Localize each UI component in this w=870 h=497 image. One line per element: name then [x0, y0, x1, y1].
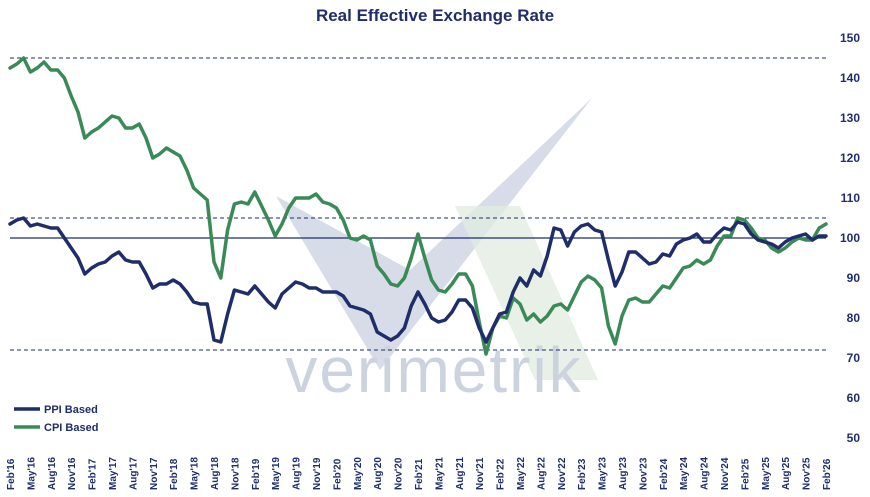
watermark-logo-shape: [276, 98, 592, 370]
x-tick-label: Nov'25: [802, 457, 813, 490]
x-tick-label: Nov'21: [475, 457, 486, 490]
x-tick-label: May'18: [190, 457, 201, 490]
watermark-text: verimetrik: [285, 334, 582, 406]
x-tick-label: Feb'17: [88, 458, 99, 490]
chart-title: Real Effective Exchange Rate: [315, 6, 555, 25]
x-tick-label: Feb'25: [740, 458, 751, 490]
x-tick-label: May'20: [353, 457, 364, 490]
x-tick-label: May'19: [271, 457, 282, 490]
x-tick-label: Feb'18: [169, 458, 180, 490]
x-tick-label: Aug'23: [618, 457, 629, 490]
x-tick-label: Aug'19: [292, 457, 303, 490]
x-tick-label: Aug'25: [781, 457, 792, 490]
x-tick-label: Feb'24: [659, 458, 670, 490]
x-tick-label: Feb'22: [496, 458, 507, 490]
y-tick-label: 80: [847, 311, 861, 325]
y-tick-label: 60: [847, 391, 861, 405]
x-tick-label: Feb'16: [6, 458, 17, 490]
series-line-ppi: [8, 216, 828, 344]
x-tick-label: May'24: [679, 457, 690, 490]
watermark: verimetrik: [276, 98, 598, 406]
x-tick-label: May'16: [26, 457, 37, 490]
legend-label: PPI Based: [44, 404, 98, 416]
x-tick-label: Nov'23: [638, 457, 649, 490]
x-tick-label: May'21: [434, 457, 445, 490]
x-tick-label: May'22: [516, 457, 527, 490]
x-tick-label: Aug'21: [455, 457, 466, 490]
x-tick-label: Feb'26: [822, 458, 833, 490]
legend: PPI Based CPI Based: [14, 404, 98, 434]
y-tick-label: 50: [847, 431, 861, 445]
y-tick-label: 110: [841, 191, 861, 205]
x-tick-label: Nov'16: [67, 457, 78, 490]
x-tick-label: Nov'17: [149, 457, 160, 490]
watermark-logo-bar: [455, 206, 598, 380]
x-tick-label: Feb'20: [332, 458, 343, 490]
x-tick-label: Aug'17: [128, 457, 139, 490]
x-tick-label: Aug'20: [373, 457, 384, 490]
x-tick-label: Nov'19: [312, 457, 323, 490]
x-tick-label: Nov'24: [720, 457, 731, 490]
y-tick-label: 150: [840, 31, 860, 45]
series-line-cpi: [8, 56, 828, 356]
y-tick-label: 100: [840, 231, 860, 245]
x-tick-label: May'17: [108, 457, 119, 490]
x-tick-label: Feb'21: [414, 458, 425, 490]
x-tick-label: Nov'18: [230, 457, 241, 490]
x-tick-label: May'25: [761, 457, 772, 490]
x-tick-label: Nov'20: [394, 457, 405, 490]
x-tick-label: Aug'24: [700, 457, 711, 490]
x-tick-label: May'23: [598, 457, 609, 490]
x-tick-label: Feb'19: [251, 458, 262, 490]
x-tick-label: Aug'16: [47, 457, 58, 490]
y-tick-label: 90: [847, 271, 861, 285]
y-tick-label: 140: [840, 71, 860, 85]
x-tick-label: Aug'18: [210, 457, 221, 490]
legend-label: CPI Based: [44, 422, 98, 434]
y-tick-label: 70: [847, 351, 861, 365]
x-tick-label: Aug'22: [536, 457, 547, 490]
x-tick-label: Feb'23: [577, 458, 588, 490]
x-tick-label: Nov'22: [557, 457, 568, 490]
y-tick-label: 130: [840, 111, 860, 125]
y-tick-label: 120: [840, 151, 860, 165]
